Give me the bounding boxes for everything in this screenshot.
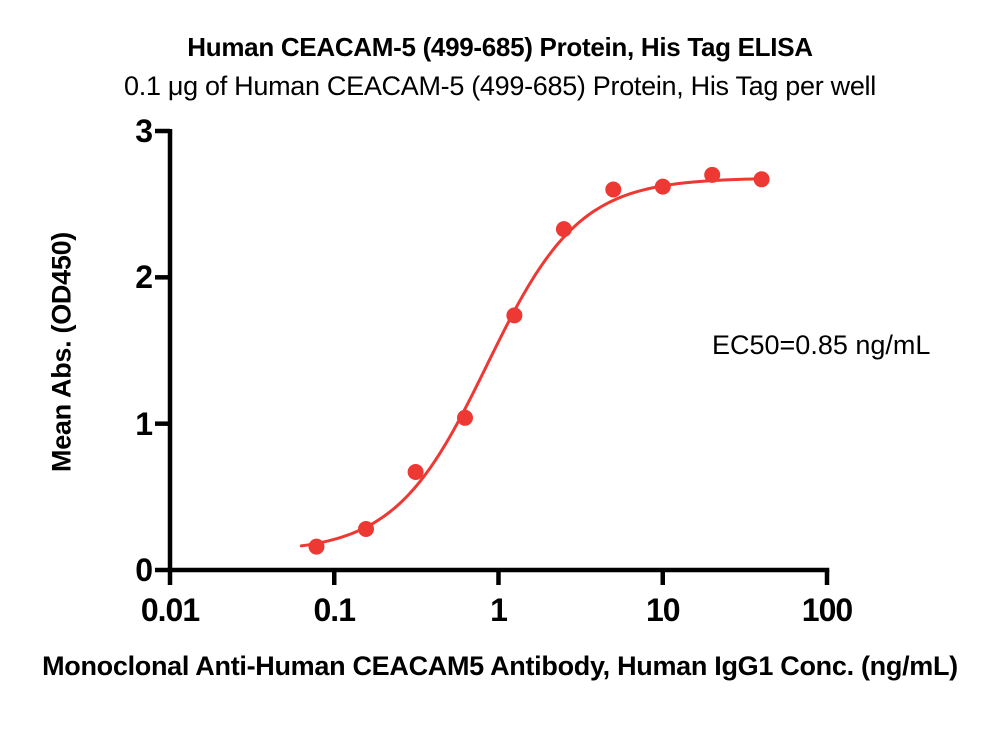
x-tick-label: 0.01 xyxy=(140,592,200,628)
data-point xyxy=(753,171,770,188)
ec50-annotation: EC50=0.85 ng/mL xyxy=(712,330,931,360)
data-point xyxy=(555,221,572,238)
data-point xyxy=(358,521,374,537)
y-tick-label: 2 xyxy=(135,259,153,296)
x-tick-label: 10 xyxy=(645,592,681,628)
chart-subtitle: 0.1 μg of Human CEACAM-5 (499-685) Prote… xyxy=(124,71,876,101)
data-point xyxy=(308,538,325,555)
data-point xyxy=(704,166,721,183)
x-tick-label: 1 xyxy=(490,592,508,628)
x-tick-label: 0.1 xyxy=(313,592,356,628)
data-point xyxy=(605,181,622,198)
data-point xyxy=(506,307,523,324)
data-point xyxy=(457,409,473,426)
data-point xyxy=(654,178,671,195)
chart-title: Human CEACAM-5 (499-685) Protein, His Ta… xyxy=(187,32,813,62)
y-tick-label: 0 xyxy=(135,552,153,588)
y-tick-label: 1 xyxy=(135,405,153,442)
fit-curve xyxy=(299,177,765,548)
y-tick-label: 3 xyxy=(135,113,153,149)
data-point xyxy=(407,464,424,480)
x-tick-label: 100 xyxy=(801,592,853,628)
x-axis-title: Monoclonal Anti-Human CEACAM5 Antibody, … xyxy=(42,651,958,681)
